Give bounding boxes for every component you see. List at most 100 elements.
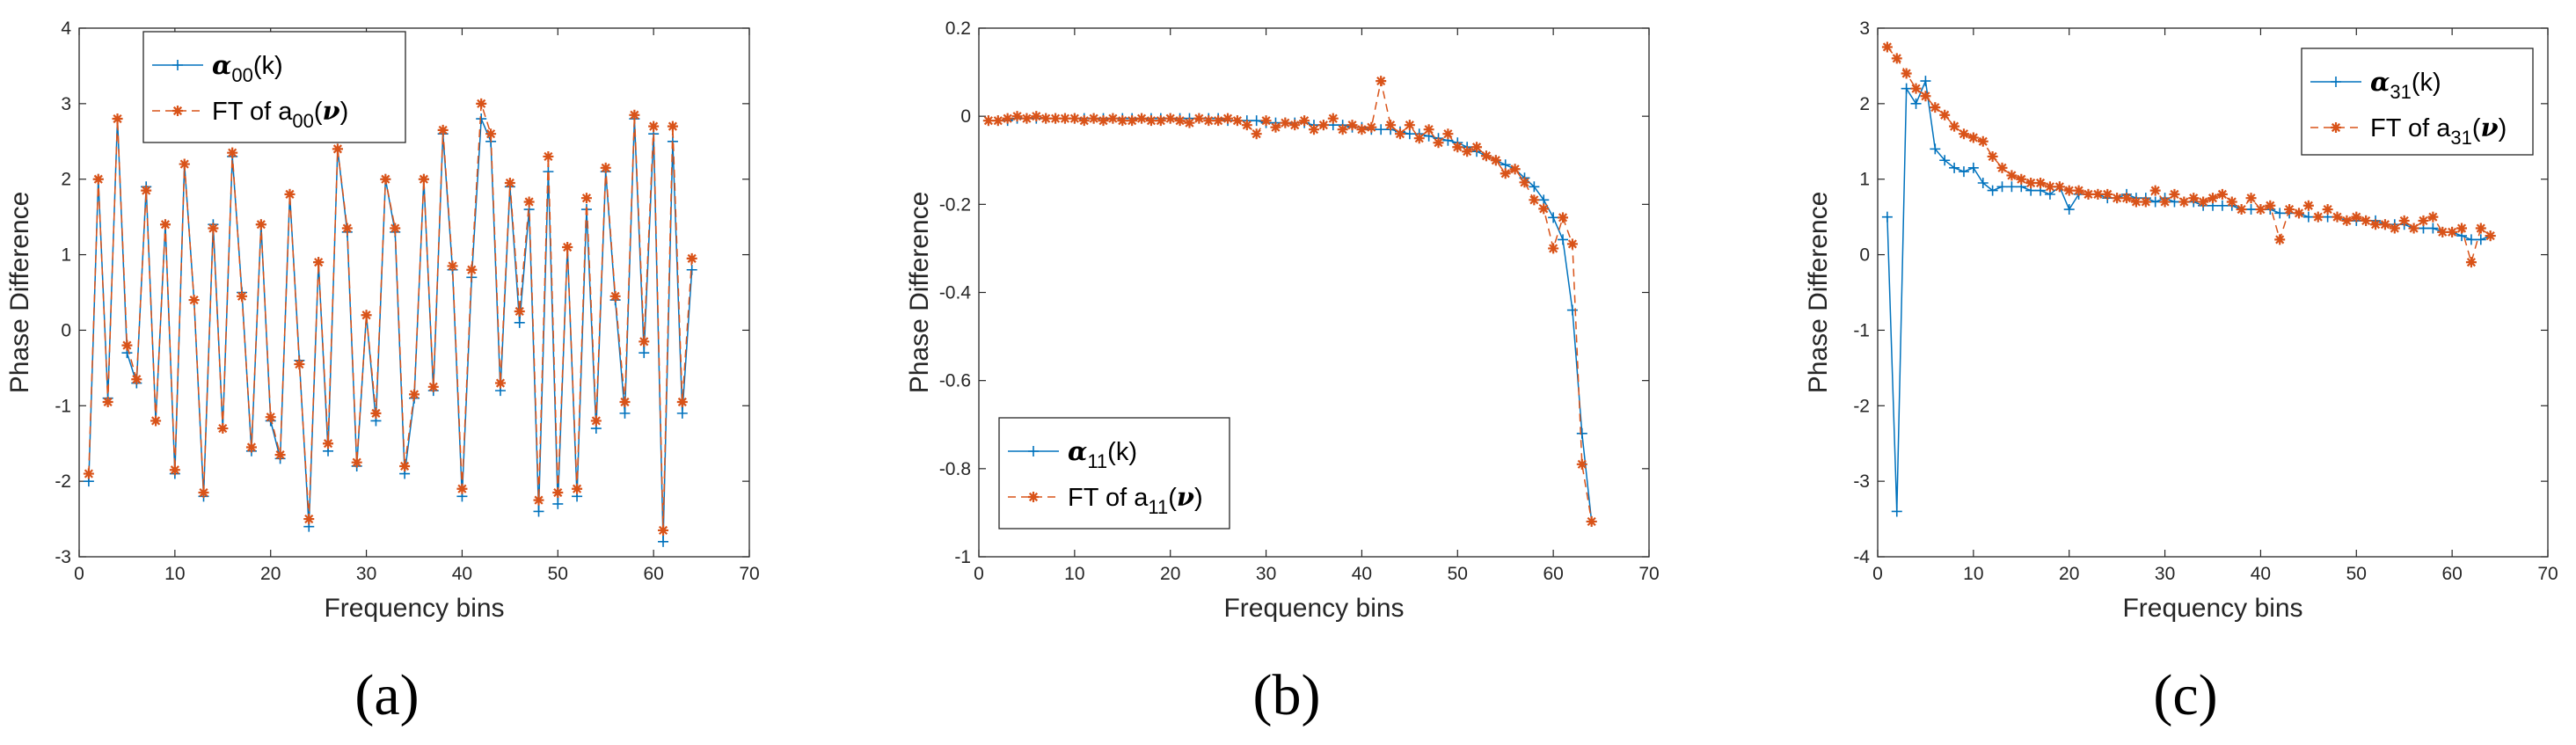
data-point-series-2 <box>1558 212 1569 223</box>
data-point-series-2 <box>437 124 449 135</box>
data-point-series-2 <box>2054 181 2065 193</box>
legend-nu-symbol: ν <box>1177 482 1194 512</box>
x-tick-label: 60 <box>2441 564 2462 584</box>
data-point-series-2 <box>1987 150 1998 162</box>
data-point-series-1 <box>552 498 564 509</box>
data-point-series-2 <box>456 483 468 494</box>
legend-suffix-end: ) <box>1194 484 1203 512</box>
y-tick-label: 4 <box>61 18 71 39</box>
data-point-series-2 <box>2332 211 2343 223</box>
data-point-series-2 <box>294 359 305 370</box>
legend-marker-2 <box>2331 122 2341 133</box>
data-point-series-2 <box>1050 113 1062 124</box>
y-tick-label: -0.6 <box>939 371 971 391</box>
x-tick-label: 30 <box>2155 564 2175 584</box>
data-point-series-2 <box>2312 211 2324 223</box>
data-point-series-1 <box>1930 143 1941 155</box>
data-point-series-2 <box>274 449 286 461</box>
x-tick-label: 10 <box>1963 564 1983 584</box>
data-point-series-2 <box>332 143 343 155</box>
data-point-series-2 <box>1356 124 1368 135</box>
chart-panel-3: 0 10 20 30 40 50 60 70 -4 -3 -2 -1 0 1 2 3 Frequency bin… <box>1804 18 2558 727</box>
y-tick-label: 0 <box>61 320 71 340</box>
data-point-series-2 <box>121 340 133 351</box>
data-point-series-2 <box>2245 193 2257 204</box>
legend-prefix: FT of a <box>212 98 293 126</box>
data-point-series-2 <box>2121 193 2133 204</box>
y-tick-label: 0.2 <box>945 18 971 39</box>
data-point-series-2 <box>83 468 94 479</box>
data-point-series-2 <box>1127 115 1138 127</box>
x-tick-label: 70 <box>2537 564 2558 584</box>
x-tick-label: 60 <box>643 564 663 584</box>
data-point-series-2 <box>1203 115 1215 127</box>
x-tick-label: 70 <box>1638 564 1659 584</box>
data-point-series-2 <box>1241 120 1252 131</box>
data-point-series-2 <box>370 407 382 419</box>
y-tick-label: 3 <box>61 94 71 114</box>
y-tick-label: -2 <box>1853 396 1870 416</box>
legend-prefix: FT of a <box>1068 484 1149 512</box>
data-point-series-1 <box>1977 178 1989 189</box>
data-point-series-2 <box>2159 196 2171 208</box>
data-point-series-2 <box>1480 150 1492 162</box>
data-point-series-2 <box>1222 113 1234 124</box>
data-point-series-1 <box>2274 208 2286 219</box>
legend-label-2: FT of a11(ν) <box>1068 482 1203 518</box>
data-point-series-2 <box>543 150 554 162</box>
data-point-series-2 <box>2418 215 2429 226</box>
legend-subscript: 00 <box>231 64 252 86</box>
legend-box <box>142 31 406 143</box>
data-point-series-1 <box>476 113 487 125</box>
data-point-series-1 <box>686 264 697 275</box>
data-point-series-2 <box>686 252 697 264</box>
y-tick-label: -0.8 <box>939 459 971 479</box>
data-point-series-1 <box>639 347 650 359</box>
data-point-series-2 <box>523 196 535 208</box>
data-point-series-2 <box>1213 115 1224 127</box>
data-point-series-2 <box>1433 137 1444 149</box>
x-tick-label: 0 <box>74 564 84 584</box>
data-point-series-1 <box>1891 506 1902 517</box>
data-point-series-2 <box>1117 115 1128 127</box>
data-point-series-2 <box>217 423 229 435</box>
data-point-series-2 <box>600 162 611 173</box>
legend-marker-2 <box>1028 492 1039 502</box>
y-tick-label: -0.2 <box>939 194 971 215</box>
data-point-series-2 <box>2456 223 2468 234</box>
data-point-series-2 <box>1423 124 1434 135</box>
data-point-series-2 <box>639 336 650 347</box>
data-point-series-2 <box>1394 128 1405 140</box>
data-point-series-2 <box>2140 196 2151 208</box>
series-line-2 <box>88 103 693 530</box>
data-point-series-2 <box>1901 68 1912 79</box>
data-point-series-2 <box>390 223 401 234</box>
data-point-series-2 <box>476 98 487 109</box>
data-point-series-2 <box>169 464 180 476</box>
data-point-series-2 <box>2437 226 2448 237</box>
data-point-series-1 <box>619 407 631 419</box>
x-axis-label: Frequency bins <box>1223 594 1404 623</box>
y-tick-label: 3 <box>1859 18 1870 39</box>
data-point-series-2 <box>1346 120 1358 131</box>
data-point-series-2 <box>1462 146 1473 157</box>
data-point-series-2 <box>485 128 497 140</box>
data-point-series-2 <box>1040 113 1052 124</box>
y-tick-label: -1 <box>1853 320 1870 340</box>
data-point-series-2 <box>992 115 1003 127</box>
x-axis-label: Frequency bins <box>324 594 504 623</box>
data-point-series-2 <box>580 193 592 204</box>
data-point-series-1 <box>2006 181 2018 193</box>
data-point-series-2 <box>2389 223 2400 234</box>
data-point-series-2 <box>1471 142 1483 153</box>
legend-label-1: α00(k) <box>212 50 283 86</box>
y-tick-label: -0.4 <box>939 283 972 303</box>
data-point-series-1 <box>658 536 669 547</box>
data-point-series-1 <box>1920 76 1931 87</box>
data-point-series-2 <box>2016 173 2027 185</box>
data-point-series-2 <box>1949 121 1960 132</box>
data-point-series-2 <box>427 381 439 392</box>
legend-suffix: (k) <box>2412 69 2441 97</box>
data-point-series-2 <box>2130 196 2142 208</box>
legend-marker-1 <box>1028 446 1039 456</box>
